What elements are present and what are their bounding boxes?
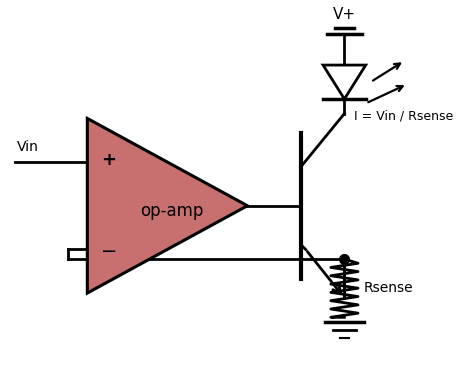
Text: Vin: Vin: [17, 140, 38, 154]
Polygon shape: [323, 65, 366, 99]
Text: I = Vin / Rsense: I = Vin / Rsense: [354, 110, 453, 122]
Text: op-amp: op-amp: [140, 202, 204, 219]
Text: Rsense: Rsense: [364, 281, 413, 295]
Text: +: +: [101, 151, 116, 169]
Polygon shape: [87, 118, 247, 293]
Text: −: −: [100, 242, 117, 261]
Text: V+: V+: [333, 7, 356, 22]
